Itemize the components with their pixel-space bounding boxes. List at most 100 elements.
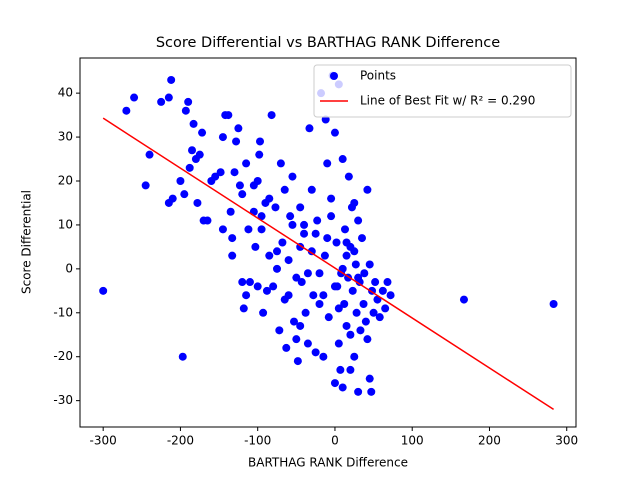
- point: [296, 321, 305, 330]
- point: [286, 212, 295, 221]
- point: [361, 317, 370, 326]
- point: [256, 137, 265, 146]
- point: [284, 256, 293, 265]
- point: [340, 225, 349, 234]
- point: [378, 286, 387, 295]
- point: [311, 229, 320, 238]
- point: [344, 172, 353, 181]
- point: [242, 291, 251, 300]
- y-axis-label: Score Differential: [20, 190, 34, 294]
- point: [354, 216, 363, 225]
- point: [238, 190, 247, 199]
- point: [273, 264, 282, 273]
- point: [193, 198, 202, 207]
- point: [383, 278, 392, 287]
- point: [262, 286, 271, 295]
- point: [184, 97, 193, 106]
- point: [303, 339, 312, 348]
- point: [323, 234, 332, 243]
- point: [293, 357, 302, 366]
- point: [218, 225, 227, 234]
- point: [365, 260, 374, 269]
- point: [251, 242, 260, 251]
- point: [198, 128, 207, 137]
- point: [381, 304, 390, 313]
- point: [307, 185, 316, 194]
- y-tick-label: 0: [65, 261, 73, 275]
- point: [459, 295, 468, 304]
- point: [141, 181, 150, 190]
- point: [342, 251, 351, 260]
- point: [282, 343, 291, 352]
- point: [288, 172, 297, 181]
- point: [203, 216, 212, 225]
- point: [276, 159, 285, 168]
- point: [324, 313, 333, 322]
- point: [164, 93, 173, 102]
- fit-line: [102, 117, 555, 411]
- point: [386, 291, 395, 300]
- point: [371, 278, 380, 287]
- point: [346, 365, 355, 374]
- point: [188, 146, 197, 155]
- point: [257, 212, 266, 221]
- axes-frame: [79, 57, 577, 428]
- point: [350, 198, 359, 207]
- point: [334, 339, 343, 348]
- x-tick-label: -300: [90, 434, 117, 448]
- point: [303, 269, 312, 278]
- point: [363, 185, 372, 194]
- point: [244, 225, 253, 234]
- point: [145, 150, 154, 159]
- point: [216, 168, 225, 177]
- point: [228, 234, 237, 243]
- x-tick-label: -200: [167, 434, 194, 448]
- point: [288, 220, 297, 229]
- legend-label: Line of Best Fit w/ R² = 0.290: [360, 94, 535, 108]
- point: [235, 181, 244, 190]
- point: [284, 291, 293, 300]
- point: [338, 383, 347, 392]
- x-tick-label: 100: [401, 434, 424, 448]
- point: [122, 106, 131, 115]
- chart-title: Score Differential vs BARTHAG RANK Diffe…: [156, 35, 500, 51]
- point: [330, 128, 339, 137]
- point: [259, 308, 268, 317]
- point: [269, 282, 278, 291]
- point: [275, 326, 284, 335]
- point: [319, 291, 328, 300]
- y-tick-label: -10: [53, 305, 73, 319]
- point: [271, 203, 280, 212]
- point: [334, 304, 343, 313]
- point: [218, 133, 227, 142]
- point: [157, 97, 166, 106]
- point: [354, 273, 363, 282]
- point: [549, 300, 558, 308]
- point: [234, 124, 243, 133]
- point: [363, 335, 372, 344]
- point: [348, 286, 357, 295]
- point: [359, 300, 368, 308]
- point: [253, 177, 262, 185]
- point: [195, 150, 204, 159]
- point: [340, 300, 349, 308]
- point: [300, 229, 309, 238]
- point: [273, 247, 282, 256]
- point: [338, 264, 347, 273]
- point: [226, 207, 235, 216]
- point: [130, 93, 139, 102]
- point: [342, 238, 351, 247]
- point: [300, 220, 309, 229]
- point: [305, 124, 314, 133]
- point: [255, 150, 264, 159]
- point: [265, 194, 274, 203]
- point: [315, 269, 324, 278]
- point: [311, 348, 320, 357]
- point: [369, 308, 378, 317]
- point: [180, 190, 189, 199]
- point: [327, 194, 336, 203]
- y-tick-label: 20: [58, 174, 73, 188]
- point: [230, 168, 239, 177]
- point: [296, 203, 305, 212]
